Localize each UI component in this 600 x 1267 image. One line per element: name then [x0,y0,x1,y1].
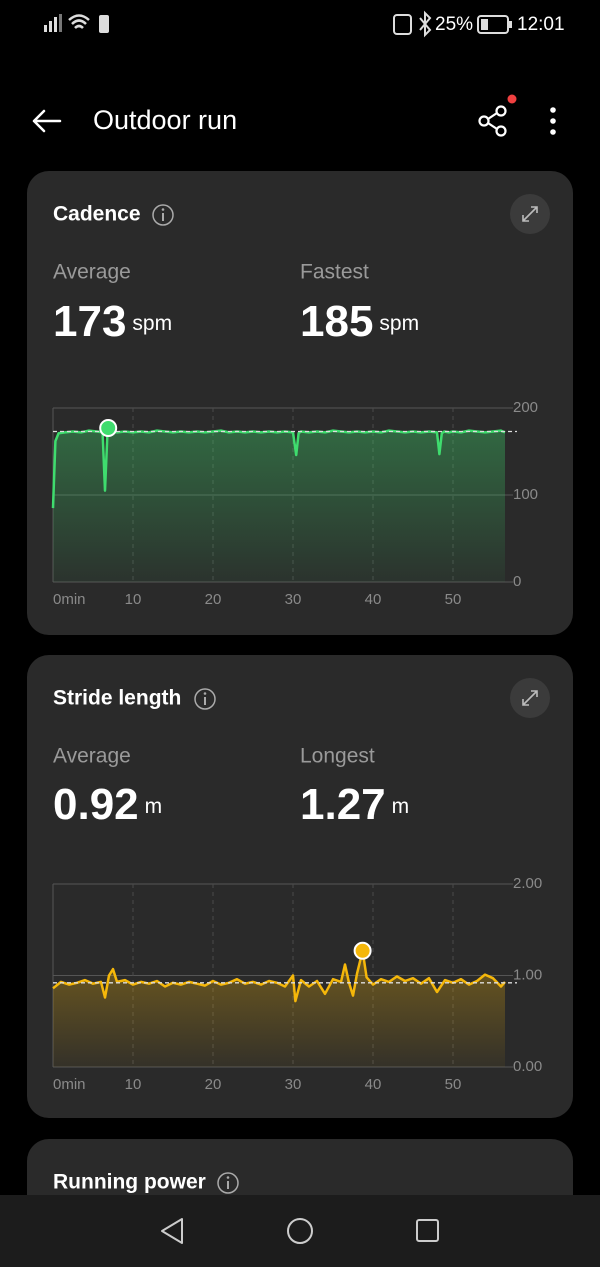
y-tick-label: 200 [513,399,538,416]
stat-number: 173 [53,297,126,346]
stat-number: 185 [300,297,373,346]
stat-number: 1.27 [300,780,386,829]
y-tick-label: 0 [513,573,521,590]
x-tick-label: 20 [205,1076,222,1093]
x-tick-label: 10 [125,591,142,608]
x-tick-label: 30 [285,1076,302,1093]
charts: 0 100 200 0min 10 20 30 40 50 0.00 1.00 2.00 0min 10 2… [51,399,542,1093]
x-tick-label: 30 [285,591,302,608]
stat-unit: m [392,795,410,818]
stat-unit: m [145,795,163,818]
x-tick-label: 50 [445,591,462,608]
x-tick-label: 40 [365,591,382,608]
page-title: Outdoor run [93,105,237,135]
battery-icon [477,15,509,34]
card-title: Running power [53,1171,206,1194]
nav-home[interactable] [287,1218,313,1244]
more-button[interactable] [550,107,556,135]
info-icon[interactable] [152,204,174,226]
stat-value: 185 spm [300,297,419,346]
battery-level [481,19,488,30]
card-title: Cadence [53,203,141,226]
x-tick-label: 0min [53,1076,86,1093]
peak-marker [353,941,372,960]
clock: 12:01 [517,14,565,35]
x-tick-label: 10 [125,1076,142,1093]
nav-bar [0,1195,600,1267]
peak-marker [99,419,118,438]
x-tick-label: 0min [53,591,86,608]
notification-icon [99,15,109,33]
back-button[interactable] [32,109,62,133]
battery-percent: 25% [435,14,473,35]
bluetooth-icon [419,10,432,38]
y-tick-label: 2.00 [513,875,542,892]
share-button[interactable] [478,105,507,137]
x-tick-label: 40 [365,1076,382,1093]
stat-unit: spm [379,312,419,335]
stat-label: Average [53,745,131,768]
x-tick-label: 50 [445,1076,462,1093]
nav-recent[interactable] [416,1219,439,1242]
line-area [53,428,505,582]
y-tick-label: 1.00 [513,966,542,983]
card-title: Stride length [53,687,181,710]
expand-button[interactable] [510,194,550,234]
stat-unit: spm [132,312,172,335]
signal-icon [44,14,62,32]
notification-dot [507,94,517,104]
wifi-icon [68,14,90,29]
battery-tip [509,21,512,28]
stat-label: Fastest [300,261,369,284]
stat-number: 0.92 [53,780,139,829]
line-series [52,949,506,1003]
stat-value: 173 spm [53,297,172,346]
stat-label: Average [53,261,131,284]
stat-value: 0.92 m [53,780,162,829]
info-icon[interactable] [217,1172,239,1194]
nfc-icon [393,14,412,35]
stat-value: 1.27 m [300,780,409,829]
info-icon[interactable] [194,688,216,710]
status-bar: 25% 12:01 [44,10,565,38]
stat-label: Longest [300,745,375,768]
expand-button[interactable] [510,678,550,718]
nav-back[interactable] [161,1218,183,1244]
y-tick-label: 0.00 [513,1058,542,1075]
y-tick-label: 100 [513,486,538,503]
x-tick-label: 20 [205,591,222,608]
